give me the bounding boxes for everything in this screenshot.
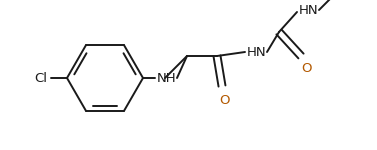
Text: O: O [220, 93, 230, 106]
Text: O: O [301, 61, 311, 75]
Text: NH: NH [157, 72, 177, 84]
Text: Cl: Cl [34, 72, 47, 84]
Text: HN: HN [247, 45, 267, 58]
Text: HN: HN [299, 3, 319, 16]
